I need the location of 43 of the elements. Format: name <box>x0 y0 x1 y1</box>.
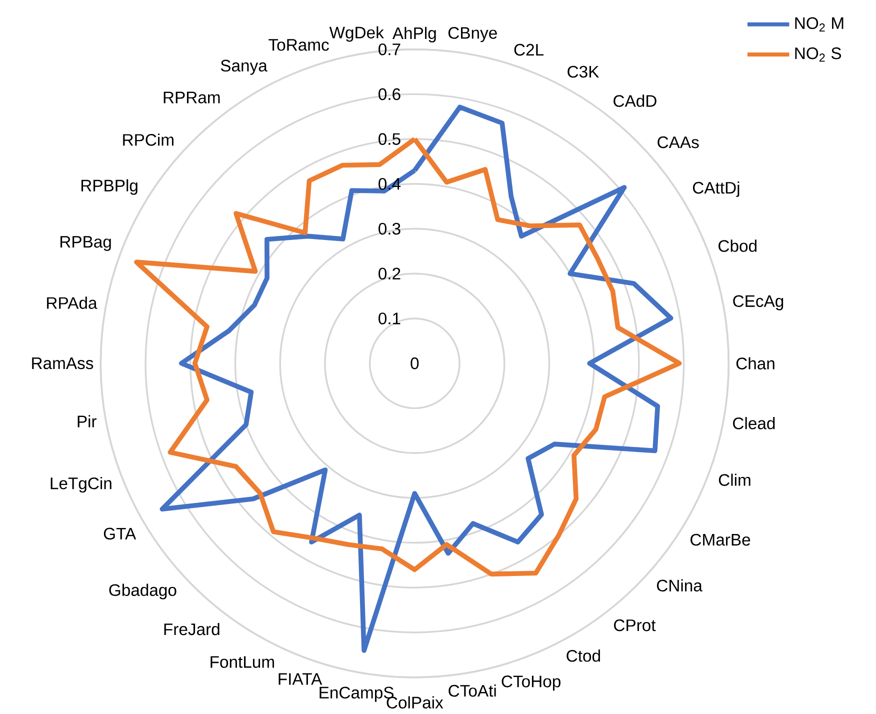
spoke-label: CToHop <box>502 676 560 691</box>
spoke-label: GTA <box>104 528 136 540</box>
y-tick-label: 0.5 <box>378 133 400 145</box>
legend-label: NO$_{2}$ S <box>795 47 842 62</box>
spoke-label: CToAti <box>448 684 496 697</box>
spoke-label: RPBag <box>60 236 111 251</box>
spoke-label: Pir <box>78 415 97 428</box>
spoke-label: CNina <box>656 579 702 592</box>
spoke-label: C3K <box>568 66 600 78</box>
spoke-label: C2L <box>514 44 544 56</box>
y-tick-label: 0 <box>410 357 419 370</box>
spoke-label: Cbod <box>718 240 756 252</box>
y-tick-label: 0.7 <box>378 43 400 56</box>
y-tick-label: 0.6 <box>378 88 400 100</box>
spoke-label: CMarBe <box>690 534 750 546</box>
spoke-label: FIATA <box>278 673 322 685</box>
spoke-label: Gbadago <box>109 584 176 600</box>
spoke-label: Clim <box>718 474 750 486</box>
spoke-label: RPCim <box>123 134 174 146</box>
spoke-label: Chan <box>736 357 774 370</box>
spoke-label: Sanya <box>220 60 268 75</box>
spoke-label: Clead <box>733 417 775 430</box>
legend-label: NO$_{2}$ M <box>795 17 844 32</box>
spoke-label: CProt <box>614 619 656 632</box>
spoke-label: RamAss <box>32 358 94 370</box>
y-tick-label: 0.3 <box>378 222 400 235</box>
spoke-label: RPAda <box>47 296 98 309</box>
spoke-label: AhPlg <box>392 26 436 42</box>
spoke-label: ToRamc <box>268 39 329 51</box>
spoke-label: CAdD <box>614 94 656 107</box>
y-tick-label: 0.2 <box>378 268 400 280</box>
spoke-label: Ctod <box>566 650 600 662</box>
spoke-label: CAttDj <box>692 181 740 197</box>
spoke-label: RPBPlg <box>81 179 138 195</box>
spoke-label: RPRam <box>164 92 220 104</box>
spoke-label: FontLum <box>210 656 274 668</box>
spoke-label: FreJard <box>164 622 220 636</box>
spoke-label: CBnye <box>448 27 497 42</box>
spoke-label: CAAs <box>658 136 699 148</box>
spoke-label: WgDek <box>329 26 384 42</box>
spoke-label: CEcAg <box>733 295 784 310</box>
spoke-label: LeTgCin <box>50 477 112 493</box>
y-tick-label: 0.1 <box>378 312 400 324</box>
